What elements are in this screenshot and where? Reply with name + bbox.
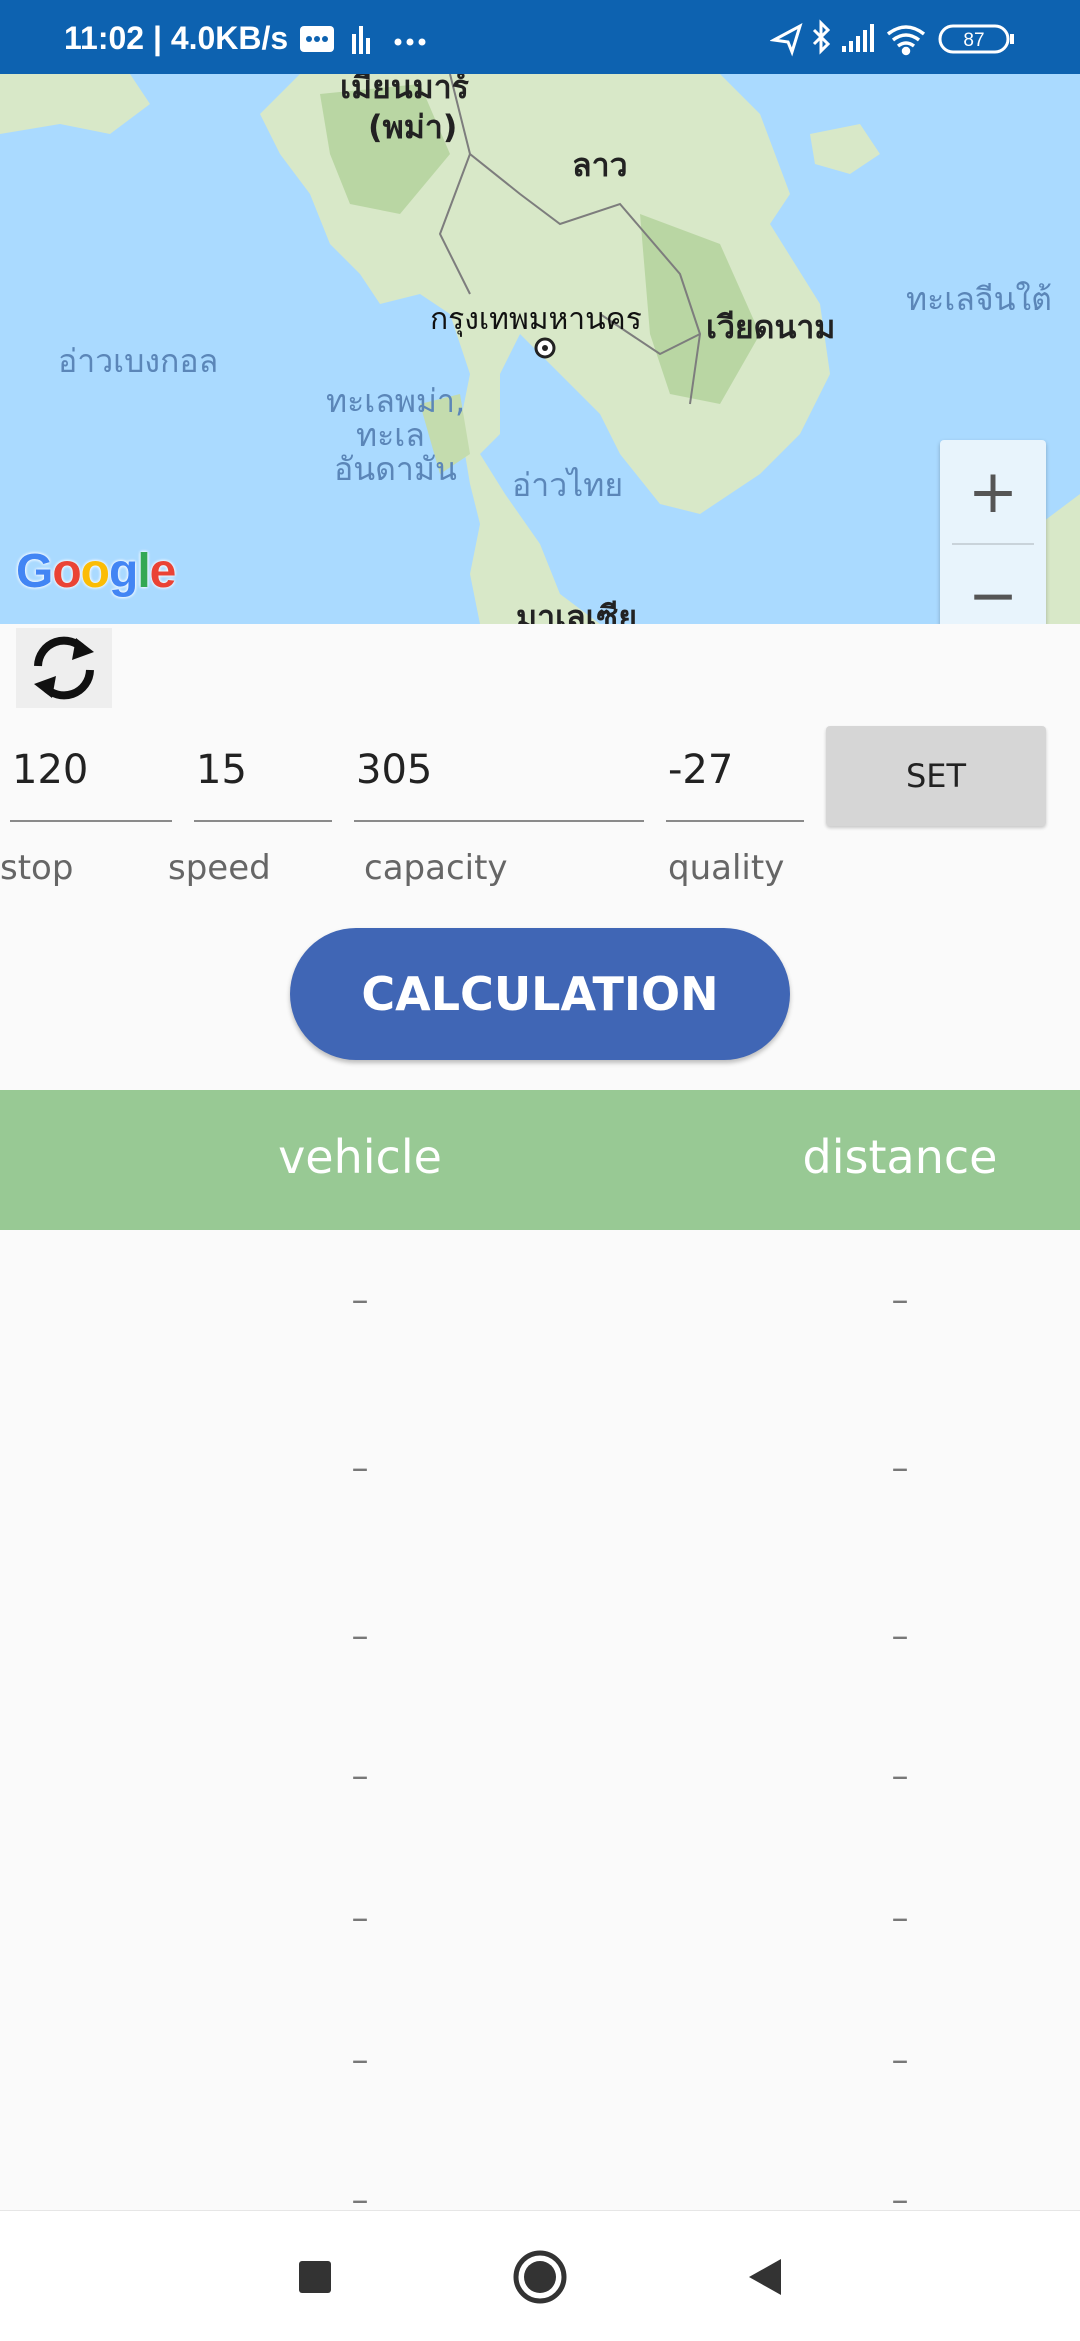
more-dots-icon: [394, 38, 426, 46]
home-circle-icon: [513, 2250, 567, 2304]
cell-vehicle: –: [351, 1898, 369, 1938]
map-label-malaysia: มาเลเซีย: [516, 598, 638, 624]
status-left-icons: [300, 20, 430, 56]
cell-vehicle: –: [351, 1280, 369, 1320]
set-button[interactable]: SET: [826, 726, 1046, 826]
square-icon: [299, 2261, 331, 2293]
speed-input[interactable]: [194, 740, 334, 800]
cell-vehicle: –: [351, 1616, 369, 1656]
wifi-icon: [886, 25, 926, 56]
quality-field: [666, 740, 806, 822]
cell-distance: –: [891, 1616, 909, 1656]
map-label-myanmar-alt: (พม่า): [368, 108, 458, 146]
speed-label: speed: [168, 848, 271, 888]
table-row: – –: [0, 1756, 1080, 1816]
speed-field: [194, 740, 334, 822]
location-icon: [769, 22, 803, 57]
map-label-myanmar: เมียนมาร์: [340, 74, 469, 106]
map-label-andaman-1: ทะเลพม่า,: [326, 382, 466, 420]
table-header: vehicle distance: [0, 1090, 1080, 1230]
status-time-speed: 11:02 | 4.0KB/s: [64, 20, 289, 56]
cell-vehicle: –: [351, 2040, 369, 2080]
status-right-icons: 87: [769, 18, 1040, 58]
cell-distance: –: [891, 1898, 909, 1938]
refresh-button[interactable]: [16, 628, 112, 708]
cell-vehicle: –: [351, 1448, 369, 1488]
zoom-divider: [952, 543, 1034, 545]
cell-distance: –: [891, 1280, 909, 1320]
cell-vehicle: –: [351, 1756, 369, 1796]
status-bar: 11:02 | 4.0KB/s: [0, 0, 1080, 74]
battery-level: 87: [963, 30, 984, 51]
google-logo: Google: [16, 545, 176, 598]
map-label-south-china-sea: ทะเลจีนใต้: [906, 280, 1052, 318]
refresh-icon: [34, 636, 94, 700]
stop-input[interactable]: [10, 740, 174, 800]
table-row: – –: [0, 1280, 1080, 1340]
cell-distance: –: [891, 1756, 909, 1796]
header-distance: distance: [802, 1130, 998, 1184]
capacity-input[interactable]: [354, 740, 646, 800]
signal-bars-icon: [352, 26, 370, 54]
map-label-laos: ลาว: [572, 146, 628, 184]
map-label-andaman-3: อันดามัน: [334, 450, 457, 488]
map-terrain: [0, 74, 1080, 624]
bluetooth-icon: [812, 19, 831, 55]
recents-button[interactable]: [285, 2247, 345, 2307]
map-label-andaman-2: ทะเล: [356, 416, 425, 454]
map-label-bangkok: กรุงเทพมหานคร: [430, 302, 642, 337]
cellular-icon: [842, 24, 874, 52]
cell-distance: –: [891, 2040, 909, 2080]
map-view[interactable]: เมียนมาร์ (พม่า) ลาว กรุงเทพมหานคร เวียด…: [0, 74, 1080, 624]
capacity-label: capacity: [364, 848, 508, 888]
battery-icon: [938, 24, 1014, 54]
cell-distance: –: [891, 1448, 909, 1488]
zoom-controls: + −: [940, 440, 1046, 624]
header-vehicle: vehicle: [278, 1130, 442, 1184]
back-triangle-icon: [749, 2259, 781, 2295]
navigation-bar: [0, 2210, 1080, 2341]
quality-input[interactable]: [666, 740, 806, 800]
message-icon: [300, 26, 334, 52]
stop-label: stop: [0, 848, 74, 888]
back-button[interactable]: [735, 2247, 795, 2307]
map-label-bay-of-bengal: อ่าวเบงกอล: [58, 342, 219, 380]
home-button[interactable]: [510, 2247, 570, 2307]
map-label-gulf-thailand: อ่าวไทย: [512, 466, 624, 504]
map-label-vietnam: เวียดนาม: [706, 308, 836, 346]
table-row: – –: [0, 1448, 1080, 1508]
zoom-out-button[interactable]: −: [967, 561, 1019, 624]
quality-label: quality: [668, 848, 785, 888]
capacity-field: [354, 740, 646, 822]
table-row: – –: [0, 1898, 1080, 1958]
table-row: – –: [0, 1616, 1080, 1676]
calculation-button[interactable]: CALCULATION: [290, 928, 790, 1060]
stop-field: [10, 740, 174, 822]
zoom-in-button[interactable]: +: [967, 457, 1019, 527]
table-row: – –: [0, 2040, 1080, 2100]
